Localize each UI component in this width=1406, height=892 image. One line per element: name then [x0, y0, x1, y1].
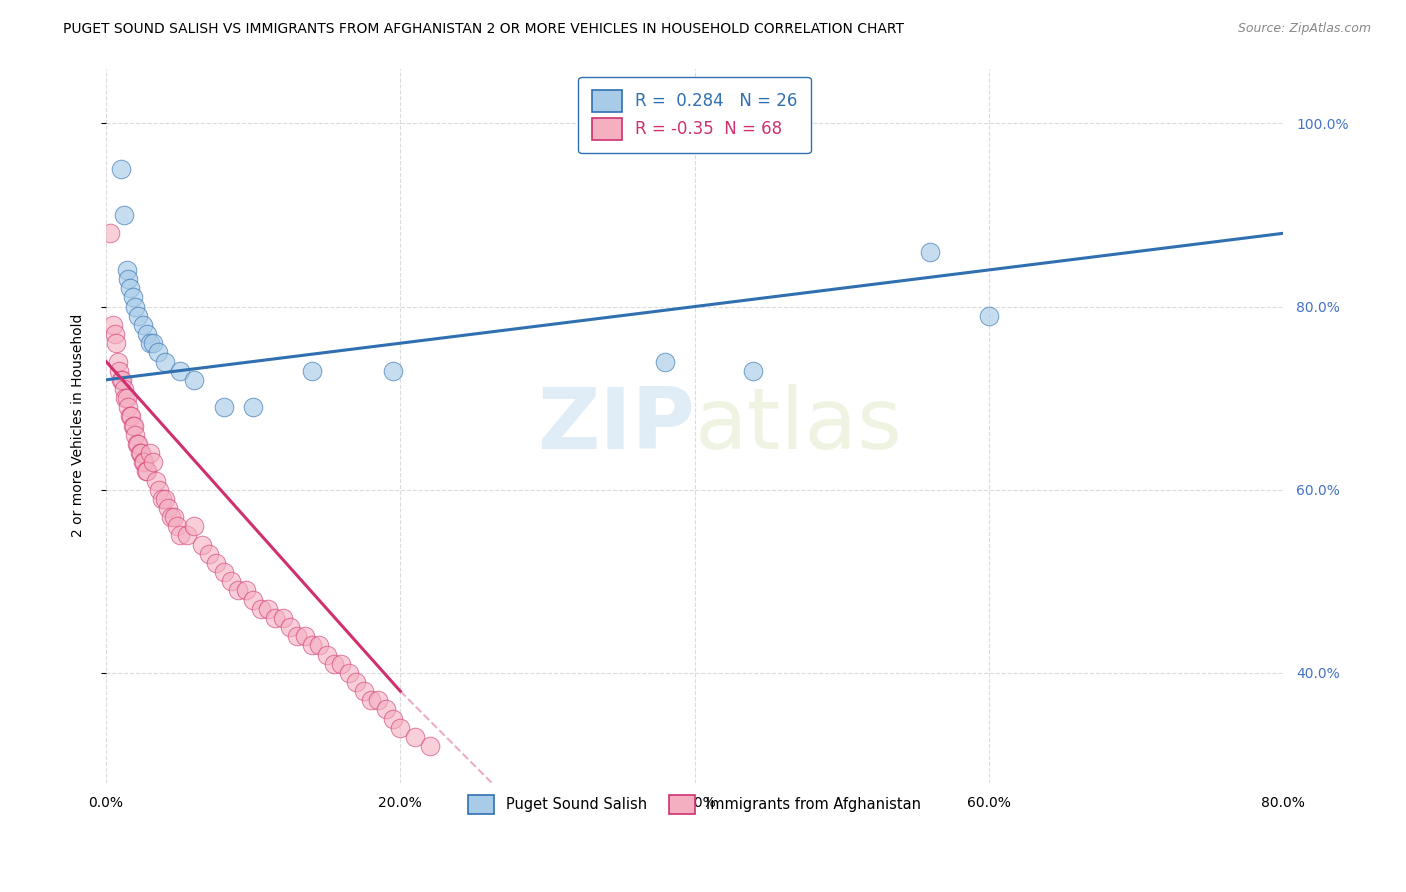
Point: [118, 281, 141, 295]
Point: [176, 528, 198, 542]
Point: [353, 684, 375, 698]
Point: [159, 510, 181, 524]
Point: [145, 474, 167, 488]
Point: [374, 702, 396, 716]
Point: [419, 739, 441, 753]
Point: [134, 455, 156, 469]
Point: [115, 391, 138, 405]
Point: [156, 501, 179, 516]
Point: [389, 721, 412, 735]
Point: [100, 227, 122, 241]
Point: [381, 364, 404, 378]
Point: [344, 675, 367, 690]
Point: [330, 657, 353, 671]
Point: [169, 528, 191, 542]
Point: [129, 446, 152, 460]
Point: [104, 326, 127, 341]
Legend: Puget Sound Salish, Immigrants from Afghanistan: Puget Sound Salish, Immigrants from Afgh…: [456, 783, 934, 825]
Point: [117, 272, 139, 286]
Point: [205, 556, 228, 570]
Point: [124, 427, 146, 442]
Point: [124, 300, 146, 314]
Point: [108, 364, 131, 378]
Point: [360, 693, 382, 707]
Point: [105, 336, 128, 351]
Point: [125, 437, 148, 451]
Point: [120, 409, 142, 424]
Point: [117, 401, 139, 415]
Text: PUGET SOUND SALISH VS IMMIGRANTS FROM AFGHANISTAN 2 OR MORE VEHICLES IN HOUSEHOL: PUGET SOUND SALISH VS IMMIGRANTS FROM AF…: [63, 22, 904, 37]
Point: [169, 364, 191, 378]
Point: [132, 455, 155, 469]
Point: [148, 483, 170, 497]
Text: Source: ZipAtlas.com: Source: ZipAtlas.com: [1237, 22, 1371, 36]
Point: [271, 611, 294, 625]
Point: [135, 464, 157, 478]
Point: [242, 592, 264, 607]
Point: [190, 538, 212, 552]
Point: [118, 409, 141, 424]
Y-axis label: 2 or more Vehicles in Household: 2 or more Vehicles in Household: [72, 314, 86, 537]
Point: [301, 364, 323, 378]
Point: [212, 401, 235, 415]
Point: [381, 712, 404, 726]
Point: [183, 519, 205, 533]
Point: [235, 583, 257, 598]
Point: [285, 629, 308, 643]
Point: [112, 382, 135, 396]
Point: [294, 629, 316, 643]
Point: [131, 446, 153, 460]
Point: [121, 418, 143, 433]
Point: [139, 446, 162, 460]
Point: [103, 318, 125, 332]
Point: [228, 583, 250, 598]
Point: [219, 574, 242, 589]
Point: [121, 290, 143, 304]
Point: [136, 326, 159, 341]
Point: [337, 665, 360, 680]
Text: ZIP: ZIP: [537, 384, 695, 467]
Point: [242, 401, 264, 415]
Point: [146, 345, 169, 359]
Point: [323, 657, 346, 671]
Point: [404, 730, 426, 744]
Point: [127, 309, 149, 323]
Point: [150, 491, 173, 506]
Point: [142, 336, 165, 351]
Point: [367, 693, 389, 707]
Point: [918, 244, 941, 259]
Point: [278, 620, 301, 634]
Point: [308, 638, 330, 652]
Point: [127, 437, 149, 451]
Point: [110, 373, 132, 387]
Point: [257, 601, 280, 615]
Point: [153, 491, 176, 506]
Point: [110, 162, 132, 177]
Point: [132, 318, 155, 332]
Point: [142, 455, 165, 469]
Point: [301, 638, 323, 652]
Point: [136, 464, 159, 478]
Point: [107, 354, 129, 368]
Point: [112, 208, 135, 222]
Point: [122, 418, 145, 433]
Point: [115, 263, 138, 277]
Point: [183, 373, 205, 387]
Point: [166, 519, 188, 533]
Point: [654, 354, 676, 368]
Point: [153, 354, 176, 368]
Text: atlas: atlas: [695, 384, 903, 467]
Point: [977, 309, 1000, 323]
Point: [249, 601, 271, 615]
Point: [742, 364, 765, 378]
Point: [163, 510, 186, 524]
Point: [264, 611, 287, 625]
Point: [212, 565, 235, 579]
Point: [315, 648, 337, 662]
Point: [139, 336, 162, 351]
Point: [114, 391, 136, 405]
Point: [111, 373, 134, 387]
Point: [198, 547, 221, 561]
